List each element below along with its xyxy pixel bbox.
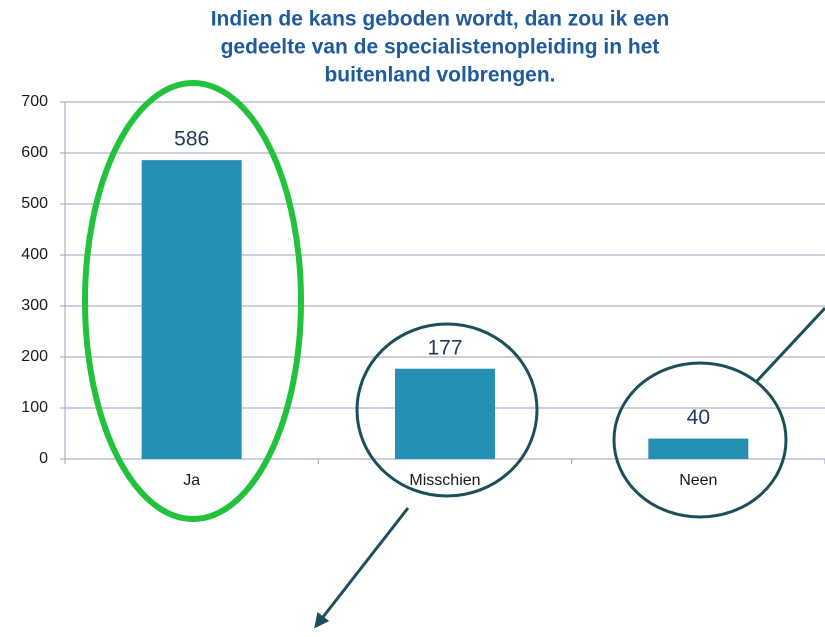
y-tick-label: 200 xyxy=(21,348,48,365)
y-tick-label: 400 xyxy=(21,246,48,263)
y-tick-label: 700 xyxy=(21,93,48,110)
chart-title: Indien de kans geboden wordt, dan zou ik… xyxy=(211,8,670,31)
y-tick-label: 300 xyxy=(21,297,48,314)
x-tick-label: Misschien xyxy=(409,472,480,489)
bar xyxy=(141,160,242,459)
value-label: 177 xyxy=(427,336,462,359)
value-label: 586 xyxy=(174,128,209,151)
highlight-ellipse xyxy=(82,80,304,522)
bar xyxy=(395,368,495,459)
pointer-arrow xyxy=(314,507,410,629)
chart-title: gedeelte van de specialistenopleiding in… xyxy=(221,36,660,59)
y-tick-label: 500 xyxy=(21,195,48,212)
bar xyxy=(648,438,749,459)
highlight-circle xyxy=(612,361,788,519)
x-tick-label: Ja xyxy=(183,472,200,489)
y-tick-label: 0 xyxy=(39,450,48,467)
y-tick-label: 600 xyxy=(21,144,48,161)
value-label: 40 xyxy=(687,406,710,429)
chart-title: buitenland volbrengen. xyxy=(324,64,555,87)
x-tick-label: Neen xyxy=(679,472,717,489)
y-tick-label: 100 xyxy=(21,399,48,416)
highlight-circle xyxy=(355,322,539,498)
pointer-line xyxy=(754,306,825,384)
